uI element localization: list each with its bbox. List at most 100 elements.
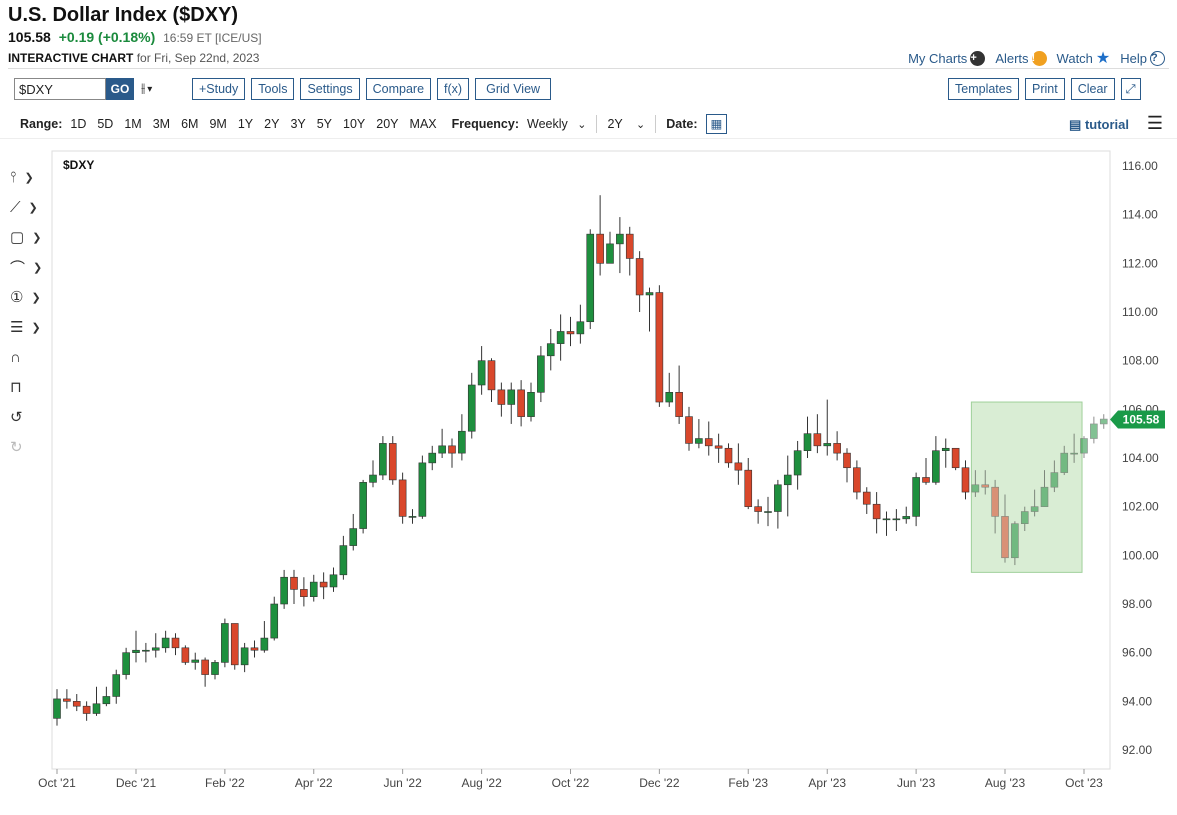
candle-body [922, 477, 930, 483]
range-6m[interactable]: 6M [181, 117, 199, 131]
candle-body [448, 445, 456, 454]
alerts-label: Alerts [995, 50, 1029, 66]
candle-body [1070, 452, 1078, 455]
range-2y[interactable]: 2Y [264, 117, 280, 131]
candle-body [458, 430, 466, 454]
candle-body [319, 581, 328, 588]
candle [695, 419, 703, 449]
candlestick-icon: ⫲ [141, 80, 146, 95]
candle-body [556, 331, 565, 344]
print-button[interactable]: Print [1024, 78, 1065, 100]
last-price: 105.58 [8, 29, 51, 45]
candle-body [586, 233, 595, 323]
line-tool[interactable]: ⟋ ❯ [10, 192, 50, 222]
candle [774, 479, 782, 529]
candle [122, 647, 130, 680]
candle [270, 596, 279, 641]
x-tick-label: Apr '22 [295, 776, 333, 790]
candle [991, 479, 999, 534]
candle [379, 436, 387, 480]
candle [438, 428, 446, 458]
candle-body [418, 462, 427, 517]
candle-body [774, 484, 782, 512]
arc-tool[interactable]: ⌒ ❯ [10, 252, 50, 282]
chart-type-dropdown[interactable]: ⫲ ▾ [141, 80, 152, 96]
range-3y[interactable]: 3Y [290, 117, 306, 131]
x-tick-label: Jun '23 [897, 776, 936, 790]
candle-body [388, 443, 397, 481]
chevron-right-icon: ❯ [33, 261, 43, 274]
y-tick-label: 98.00 [1122, 597, 1152, 611]
highlight-box[interactable] [970, 401, 1083, 573]
crosshair-tool[interactable]: ⫯ ❯ [10, 162, 50, 192]
annotation-tool[interactable]: ① ❯ [10, 282, 50, 312]
chart-subtitle: INTERACTIVE CHART for Fri, Sep 22nd, 202… [8, 51, 259, 65]
tools-button[interactable]: Tools [251, 78, 295, 100]
candle [872, 492, 881, 534]
candle-body [349, 528, 358, 546]
candle-body [142, 649, 150, 652]
candle [458, 414, 466, 461]
candle [201, 657, 209, 687]
candle [72, 694, 81, 712]
candle-body [112, 674, 121, 697]
expand-icon[interactable]: ⤢ [1120, 78, 1141, 100]
candle [616, 217, 624, 274]
range-10y[interactable]: 10Y [343, 117, 366, 131]
candle-body [576, 321, 585, 335]
magnet-tool[interactable]: ∩ [10, 342, 50, 372]
candle-body [872, 503, 881, 520]
candle-body [280, 576, 288, 605]
templates-button[interactable]: Templates [948, 78, 1019, 100]
range-5y[interactable]: 5Y [316, 117, 333, 131]
symbol-input[interactable]: $DXY [14, 78, 106, 100]
range-9m[interactable]: 9M [209, 117, 227, 131]
period-dropdown[interactable]: 2Y ⌄ [607, 117, 645, 131]
price-chart[interactable]: $DXY 92.00 94.00 96.00 98.00 100.00 102.00 104… [0, 146, 1177, 815]
candle [724, 443, 733, 468]
range-1y[interactable]: 1Y [237, 117, 254, 131]
settings-button[interactable]: Settings [300, 78, 360, 100]
candle [280, 569, 288, 609]
candle [556, 314, 565, 361]
candle [655, 285, 664, 407]
clear-button[interactable]: Clear [1070, 78, 1115, 100]
shape-tool[interactable]: ▢ ❯ [10, 222, 50, 252]
fx-button[interactable]: f(x) [437, 78, 470, 100]
compare-button[interactable]: Compare [365, 78, 432, 100]
candle-body [941, 447, 950, 451]
candle [932, 436, 940, 485]
range-1d[interactable]: 1D [70, 117, 87, 131]
my-charts-link[interactable]: My Charts + [908, 50, 986, 66]
range-5d[interactable]: 5D [97, 117, 114, 131]
help-link[interactable]: Help? [1120, 50, 1165, 66]
lock-tool[interactable]: ⊓ [10, 372, 50, 402]
plot-area [51, 150, 1111, 770]
undo-tool[interactable]: ↺ [10, 402, 50, 432]
range-max[interactable]: MAX [409, 117, 437, 131]
watch-link[interactable]: Watch ★ [1057, 48, 1111, 68]
fib-tool[interactable]: ☰ ❯ [10, 312, 50, 342]
alerts-link[interactable]: Alerts! [995, 50, 1047, 66]
frequency-dropdown[interactable]: Weekly ⌄ [527, 117, 586, 131]
candle-body [102, 696, 111, 705]
go-button[interactable]: GO [106, 78, 134, 100]
y-tick-label: 100.00 [1122, 548, 1159, 562]
candle-body [339, 545, 348, 576]
candle [803, 416, 812, 458]
grid-view-button[interactable]: Grid View [475, 78, 552, 100]
candle [487, 358, 496, 403]
calendar-icon[interactable]: ▦ [705, 114, 728, 134]
range-1m[interactable]: 1M [124, 117, 142, 131]
tutorial-link[interactable]: ▤ tutorial [1069, 117, 1129, 133]
range-3m[interactable]: 3M [152, 117, 171, 131]
y-tick-label: 104.00 [1122, 451, 1159, 465]
redo-tool[interactable]: ↻ [10, 432, 50, 462]
candle [349, 513, 358, 551]
candle-body [398, 479, 407, 517]
candle [300, 577, 308, 607]
candle-body [813, 433, 822, 447]
range-20y[interactable]: 20Y [376, 117, 399, 131]
add-study-button[interactable]: +Study [192, 78, 246, 100]
hamburger-menu-icon[interactable]: ☰ [1146, 113, 1163, 133]
